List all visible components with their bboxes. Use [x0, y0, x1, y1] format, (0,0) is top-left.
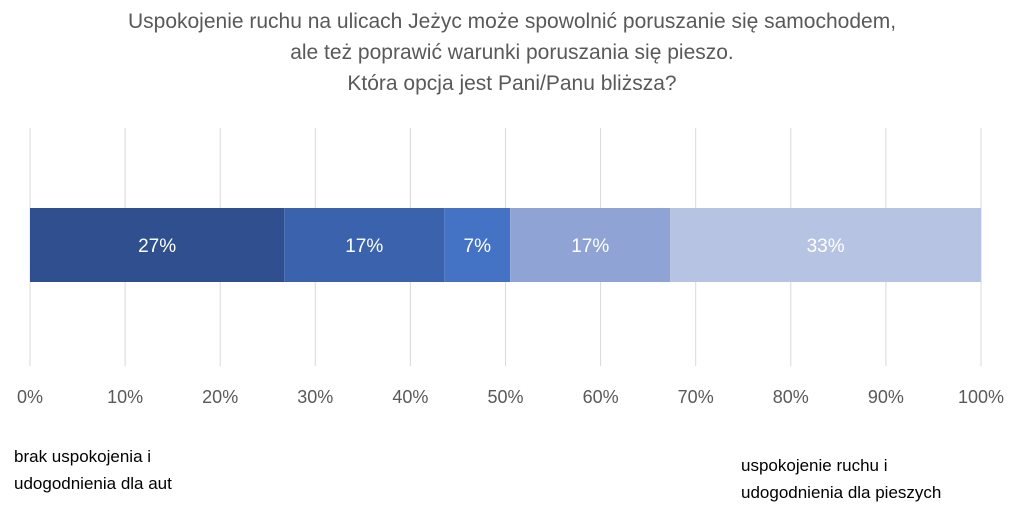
bar-segment-4 [670, 208, 981, 282]
chart-title-line-3: Która opcja jest Pani/Panu bliższa? [347, 72, 677, 95]
bar-segments [30, 208, 981, 282]
x-tick-label-6: 60% [583, 387, 619, 407]
chart-title-line-2: ale też poprawić warunki poruszania się … [290, 41, 734, 64]
bar-segment-1 [284, 208, 445, 282]
x-tick-label-3: 30% [297, 387, 333, 407]
chart-title-line-1: Uspokojenie ruchu na ulicach Jeżyc może … [127, 10, 897, 33]
annotation-left-line-1: brak uspokojenia i [14, 447, 152, 466]
annotation-right-line-1: uspokojenie ruchu i [741, 456, 888, 475]
bar-label-0: 27% [138, 236, 176, 257]
annotation-right: uspokojenie ruchu i udogodnienia dla pie… [741, 452, 941, 506]
x-tick-label-1: 10% [107, 387, 143, 407]
annotation-right-line-2: udogodnienia dla pieszych [741, 483, 942, 502]
annotation-left-line-2: udogodnienia dla aut [14, 474, 172, 493]
bar-label-4: 33% [807, 236, 845, 257]
bar-label-2: 7% [464, 236, 492, 257]
bar-label-1: 17% [345, 236, 383, 257]
bar-label-3: 17% [571, 236, 609, 257]
chart-title: Uspokojenie ruchu na ulicach Jeżyc może … [0, 6, 1024, 99]
bar-segment-2 [444, 208, 511, 282]
x-tick-label-8: 80% [773, 387, 809, 407]
x-tick-label-9: 90% [868, 387, 904, 407]
x-tick-label-0: 0% [17, 387, 43, 407]
bar-segment-0 [30, 208, 285, 282]
x-axis-tick-labels: 0% 10% 20% 30% 40% 50% 60% 70% 80% 90% 100% [17, 387, 1004, 407]
bar-labels: 27% 17% 7% 17% 33% [138, 236, 845, 257]
x-tick-label-4: 40% [392, 387, 428, 407]
x-tick-label-2: 20% [202, 387, 238, 407]
x-tick-label-7: 70% [678, 387, 714, 407]
x-tick-label-5: 50% [487, 387, 523, 407]
x-tick-label-10: 100% [958, 387, 1004, 407]
annotation-left: brak uspokojenia i udogodnienia dla aut [14, 443, 172, 497]
bar-segment-3 [510, 208, 671, 282]
